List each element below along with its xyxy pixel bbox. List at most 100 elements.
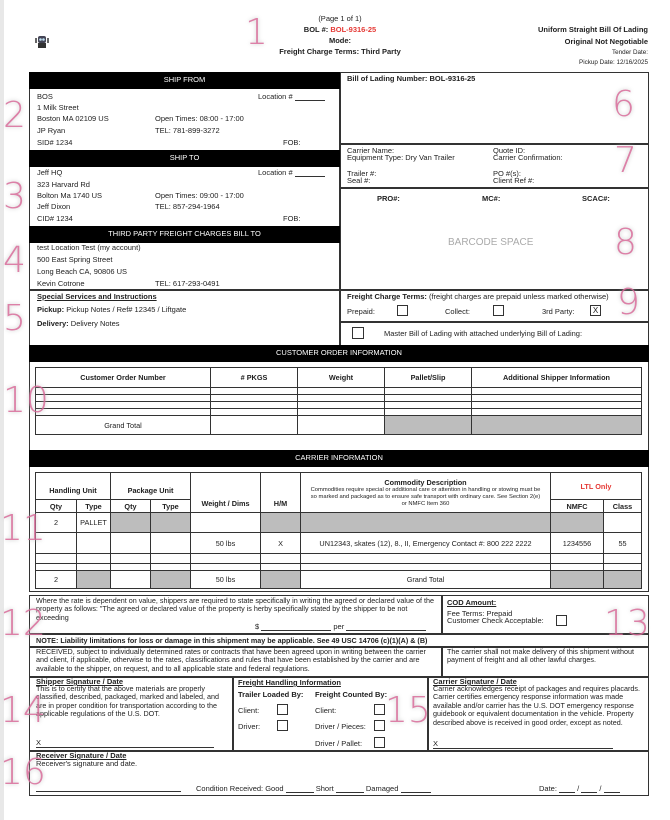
received-text: RECEIVED, subject to individually determ… <box>36 647 426 673</box>
doc-title: Uniform Straight Bill Of Lading <box>538 25 648 34</box>
driver-pallet-checkbox[interactable] <box>374 737 385 748</box>
third-party-name: test Location Test (my account) <box>37 243 141 252</box>
freight-charge-terms: Freight Charge Terms: (freight charges a… <box>347 292 609 301</box>
nmfc-header: NMFC <box>550 499 604 513</box>
driver-pieces-label: Driver / Pieces: <box>315 722 366 731</box>
receiver-note: Receiver's signature and date. <box>36 759 138 768</box>
ship-from-tel: TEL: 781-899-3272 <box>155 126 220 135</box>
client-ref: Client Ref #: <box>493 176 535 185</box>
mc-number: MC#: <box>482 194 501 203</box>
prepaid-checkbox[interactable] <box>397 305 408 316</box>
master-bol-label: Master Bill of Lading with attached unde… <box>384 329 583 338</box>
pu-type-header: Type <box>150 499 191 513</box>
divider <box>340 289 649 291</box>
col-additional-info: Additional Shipper Information <box>471 367 642 388</box>
special-services-title: Special Services and Instructions <box>37 292 157 301</box>
divider <box>29 750 649 752</box>
annotation-7: 7 <box>614 140 637 181</box>
mode: Mode: <box>328 36 352 45</box>
annotation-4: 4 <box>3 240 26 281</box>
loaded-driver-checkbox[interactable] <box>277 720 288 731</box>
pu-qty-header: Qty <box>110 499 151 513</box>
trailer-number: Trailer #: <box>347 169 377 178</box>
ship-from-open-times: Open Times: 08:00 - 17:00 <box>155 114 244 123</box>
handling-unit-header: Handling Unit <box>35 472 111 500</box>
ship-to-street: 323 Harvard Rd <box>37 180 90 189</box>
ship-from-location: Location # <box>258 92 325 101</box>
divider <box>441 595 443 633</box>
divider <box>29 676 649 678</box>
loaded-client-checkbox[interactable] <box>277 704 288 715</box>
cell: 50 lbs <box>190 532 261 554</box>
ship-to-location: Location # <box>258 168 325 177</box>
divider <box>340 143 649 145</box>
ship-from-street: 1 Milk Street <box>37 103 79 112</box>
divider <box>340 321 649 323</box>
annotation-6: 6 <box>612 84 635 125</box>
fee-terms: Fee Terms: Prepaid <box>447 609 513 618</box>
quote-id: Quote ID: <box>493 146 526 155</box>
annotation-3: 3 <box>3 176 26 217</box>
driver-pieces-checkbox[interactable] <box>374 720 385 731</box>
freight-terms-header: Freight Charge Terms: Third Party <box>279 47 401 56</box>
pro-number: PRO#: <box>377 194 400 203</box>
annotation-15: 15 <box>385 690 431 731</box>
carrier-signature-line[interactable]: X <box>433 739 613 749</box>
divider <box>427 676 429 750</box>
carrier-signature-title: Carrier Signature / Date <box>433 677 517 686</box>
declared-value-text: Where the rate is dependent on value, sh… <box>36 596 434 622</box>
ship-to-cid: CID# 1234 <box>37 214 73 223</box>
annotation-11: 11 <box>0 508 46 549</box>
counted-client-checkbox[interactable] <box>374 704 385 715</box>
annotation-1: 1 <box>245 12 268 53</box>
loaded-client-label: Client: <box>238 706 260 715</box>
seal-number: Seal #: <box>347 176 371 185</box>
no-delivery-text: The carrier shall not make delivery of t… <box>447 647 634 665</box>
ship-to-name: Jeff HQ <box>37 168 63 177</box>
carrier-confirmation: Carrier Confirmation: <box>493 153 563 162</box>
carrier-certification: Carrier acknowledges receipt of packages… <box>433 684 640 727</box>
table-row: 50 lbs X UN12343, skates (12), 8., II, Eme… <box>35 532 642 554</box>
annotation-5: 5 <box>3 298 26 339</box>
scac-number: SCAC#: <box>582 194 610 203</box>
col-weight: Weight <box>297 367 385 388</box>
pickup-notes: Pickup: Pickup Notes / Ref# 12345 / Lift… <box>37 305 187 314</box>
customer-check-checkbox[interactable] <box>556 615 567 626</box>
hm-header: H/M <box>260 472 301 513</box>
grand-total-row: Grand Total <box>35 415 642 435</box>
page-edge <box>0 0 4 820</box>
collect-checkbox[interactable] <box>493 305 504 316</box>
annotation-16: 16 <box>0 752 46 793</box>
divider <box>340 187 649 189</box>
condition-received: Condition Received: Good Short Damaged <box>196 784 431 793</box>
cod-amount: COD Amount: <box>447 598 497 607</box>
commodity-header: Commodity Description Commodities require… <box>300 472 551 513</box>
divider <box>339 72 341 345</box>
cell: PALLET <box>76 512 111 533</box>
collect-label: Collect: <box>445 307 471 316</box>
ltl-only-header: LTL Only <box>550 472 642 500</box>
table-row <box>35 401 642 409</box>
po-numbers: PO #(s): <box>493 169 521 178</box>
receiver-signature-line[interactable] <box>36 784 181 792</box>
divider <box>232 676 234 750</box>
annotation-8: 8 <box>614 222 637 263</box>
receiver-signature-title: Receiver Signature / Date <box>36 751 127 760</box>
page-number: (Page 1 of 1) <box>318 14 362 23</box>
shipper-signature-line[interactable]: X <box>36 738 214 748</box>
loaded-driver-label: Driver: <box>238 722 261 731</box>
ship-to-fob: FOB: <box>283 214 301 223</box>
cell: Grand Total <box>300 570 551 589</box>
annotation-10: 10 <box>3 380 49 421</box>
bol-number-header: BOL #: BOL-9316-25 <box>303 25 377 34</box>
ship-from-header: SHIP FROM <box>29 72 340 89</box>
third-party-checkbox[interactable]: X <box>590 305 601 316</box>
master-bol-checkbox[interactable] <box>352 327 364 339</box>
ship-from-city: Boston MA 02109 US <box>37 114 109 123</box>
ship-to-header: SHIP TO <box>29 150 340 167</box>
cell: 55 <box>603 532 642 554</box>
divider <box>29 633 649 635</box>
divider <box>441 646 443 676</box>
equipment-type: Equipment Type: Dry Van Trailer <box>347 153 455 162</box>
class-header: Class <box>603 499 642 513</box>
